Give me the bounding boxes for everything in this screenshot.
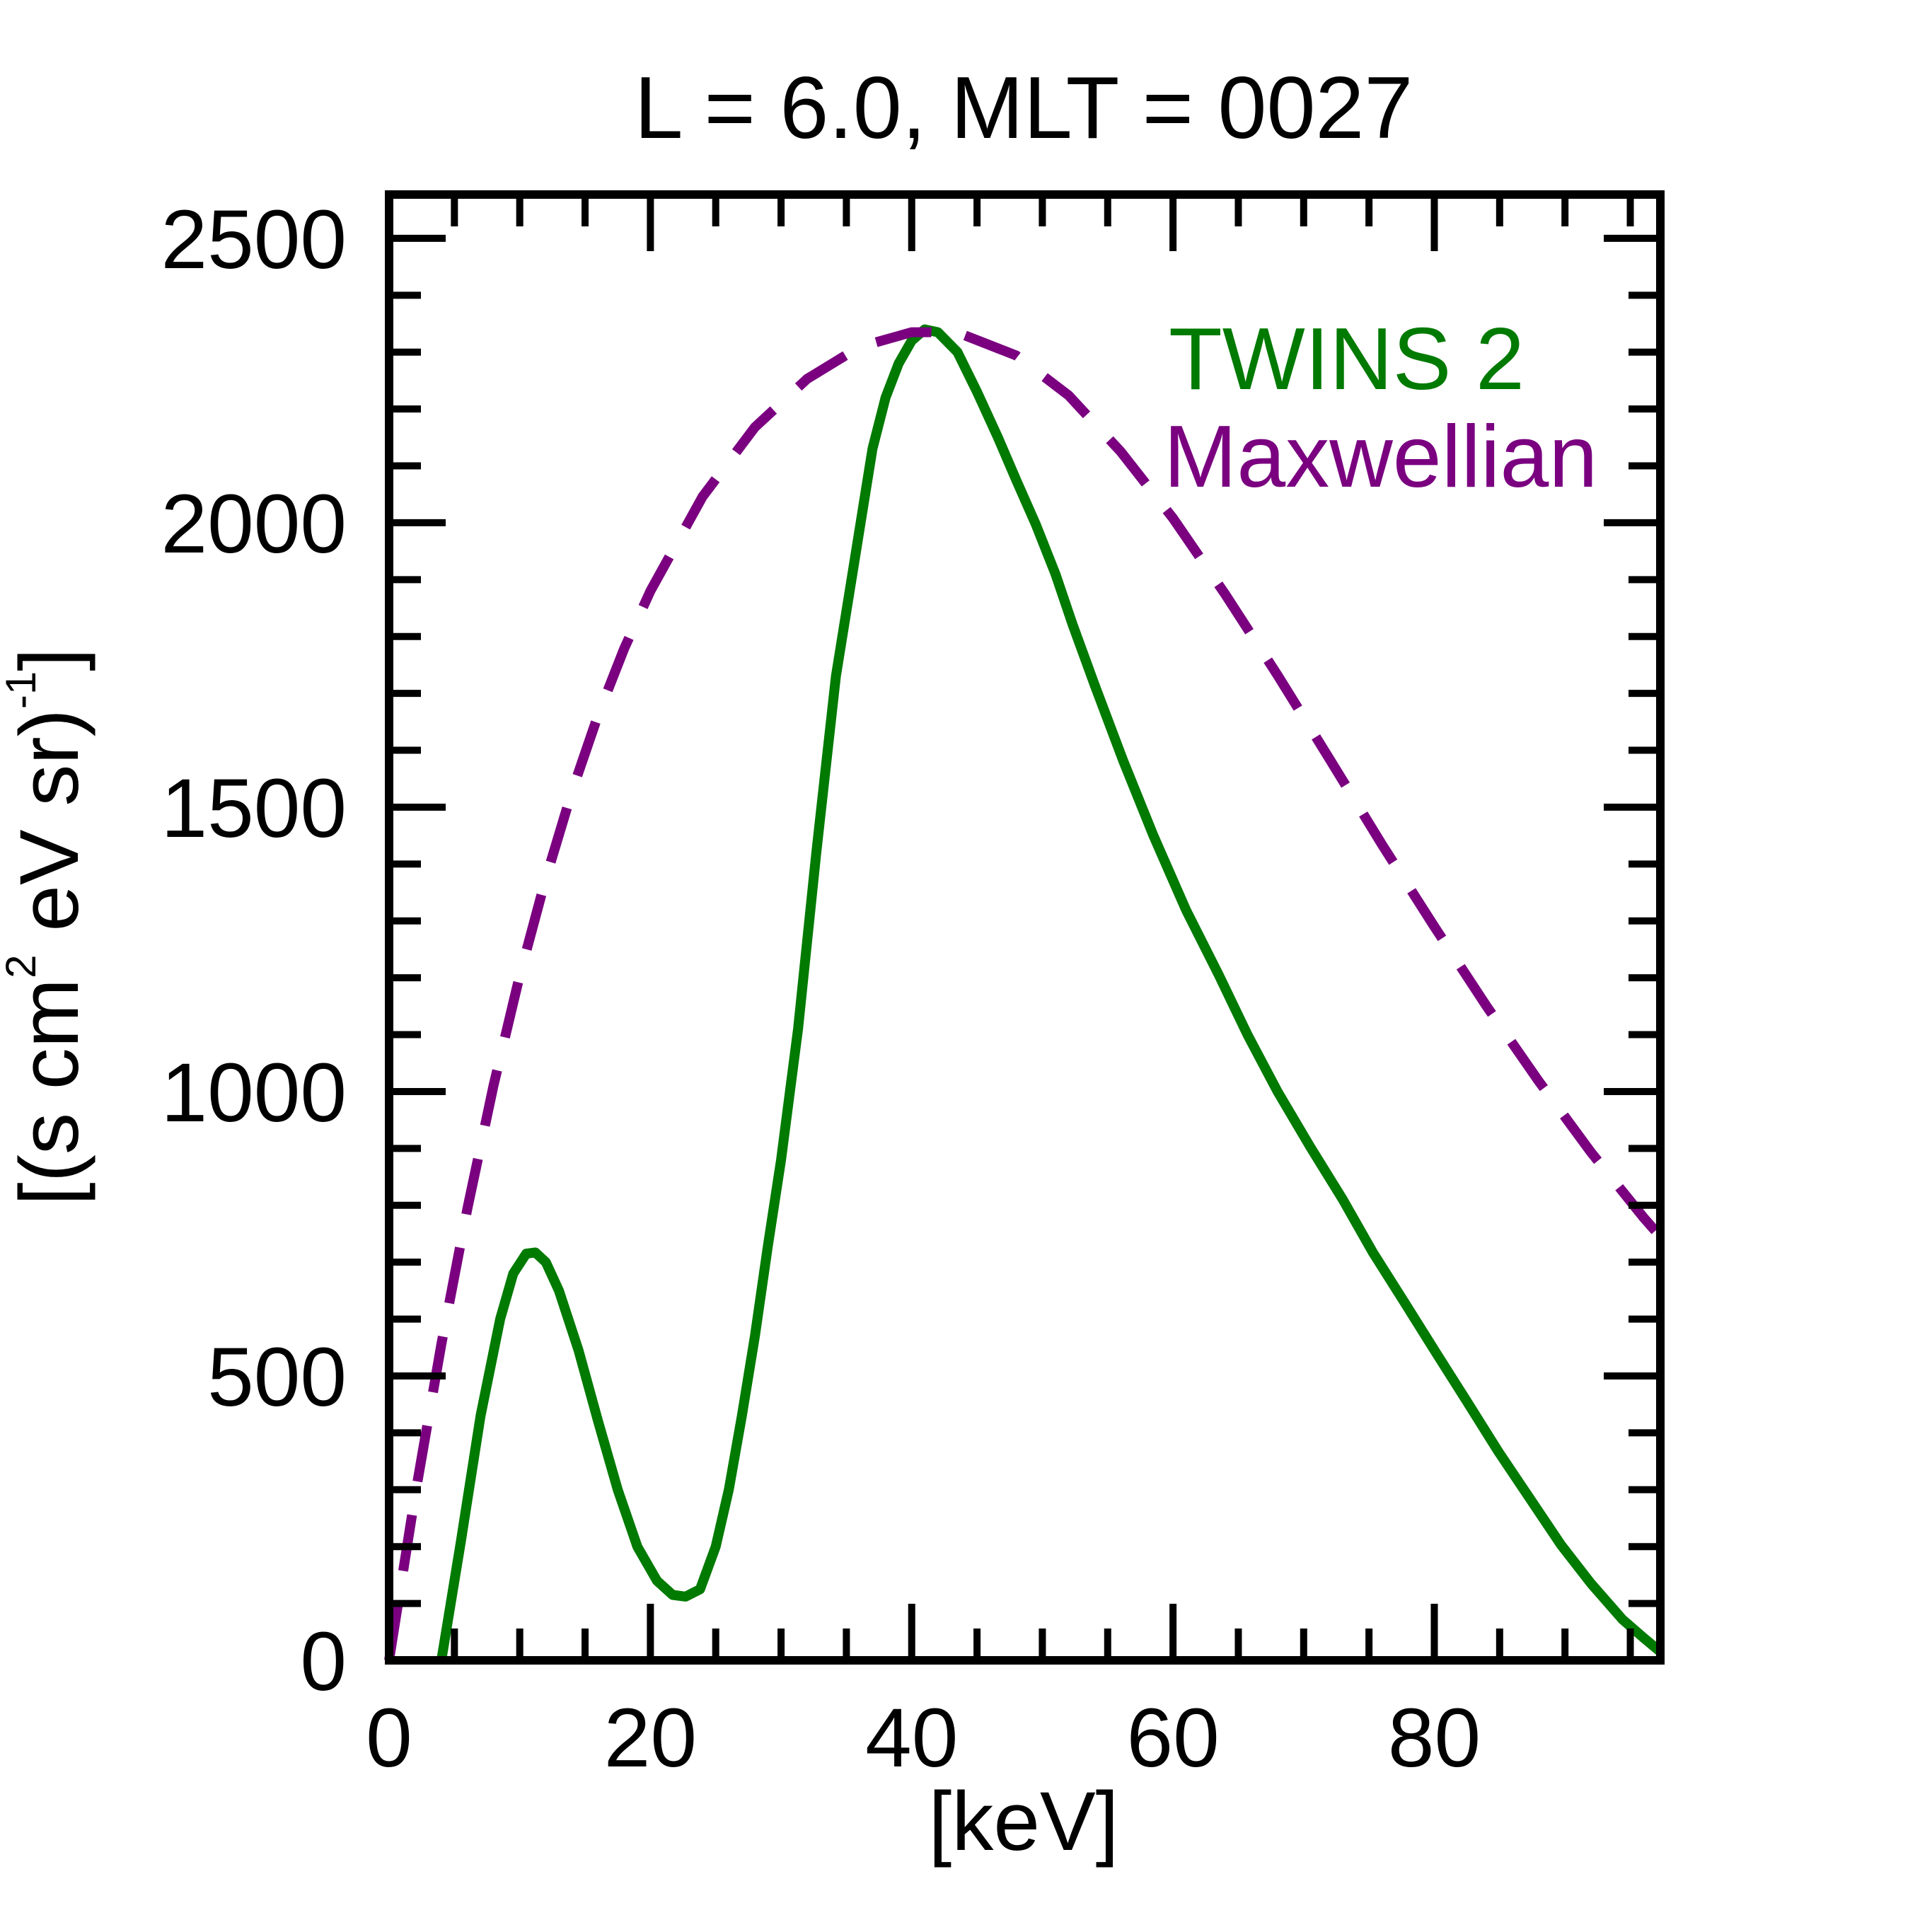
x-tick-label: 60: [1126, 1691, 1219, 1785]
y-axis-label-suffix: ]: [3, 648, 96, 671]
y-axis-label-sup2: -1: [0, 671, 45, 709]
plot-frame: [385, 190, 1665, 1665]
y-axis-label: [(s cm2 eV sr)-1]: [0, 648, 96, 1205]
x-tick-label: 80: [1388, 1691, 1481, 1785]
y-tick-label: 2500: [161, 193, 347, 287]
chart-title: L = 6.0, MLT = 0027: [635, 59, 1413, 157]
legend-entry-maxwellian: Maxwellian: [1164, 408, 1597, 506]
y-tick-label: 1000: [161, 1046, 347, 1140]
y-tick-label: 1500: [161, 762, 347, 855]
y-tick-label: 0: [300, 1615, 347, 1708]
y-axis-label-prefix: [(s cm: [3, 978, 96, 1205]
legend: TWINS 2 Maxwellian: [1164, 311, 1597, 506]
series-line-maxwellian: [384, 327, 1665, 1662]
y-tick-label: 500: [207, 1331, 347, 1424]
x-tick-label: 40: [865, 1691, 958, 1785]
y-axis-label-sup1: 2: [0, 955, 45, 978]
x-axis-label: [keV]: [929, 1775, 1119, 1868]
y-tick-label: 2000: [161, 478, 347, 571]
x-tick-label: 0: [366, 1691, 412, 1785]
x-tick-label: 20: [604, 1691, 697, 1785]
y-axis-label-middle: eV sr): [3, 709, 96, 955]
y-tick-labels: 0 500 1000 1500 2000 2500: [161, 193, 347, 1708]
legend-entry-twins2: TWINS 2: [1169, 311, 1525, 408]
series-line-twins-2: [436, 324, 1664, 1662]
series-layer: [384, 324, 1665, 1662]
x-tick-labels: 0 20 40 60 80: [366, 1691, 1481, 1785]
